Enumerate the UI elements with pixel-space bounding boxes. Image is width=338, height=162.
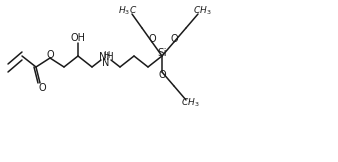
Text: O: O	[38, 83, 46, 93]
Text: $CH_3$: $CH_3$	[193, 5, 211, 17]
Text: O: O	[170, 34, 178, 44]
Text: O: O	[148, 34, 156, 44]
Text: H: H	[103, 52, 109, 60]
Text: $H_3C$: $H_3C$	[118, 5, 138, 17]
Text: $CH_3$: $CH_3$	[181, 97, 199, 109]
Text: OH: OH	[71, 33, 86, 43]
Text: Si: Si	[157, 48, 167, 58]
Text: NH: NH	[99, 52, 113, 62]
Text: O: O	[46, 50, 54, 60]
Text: O: O	[158, 70, 166, 80]
Text: N: N	[102, 58, 110, 68]
